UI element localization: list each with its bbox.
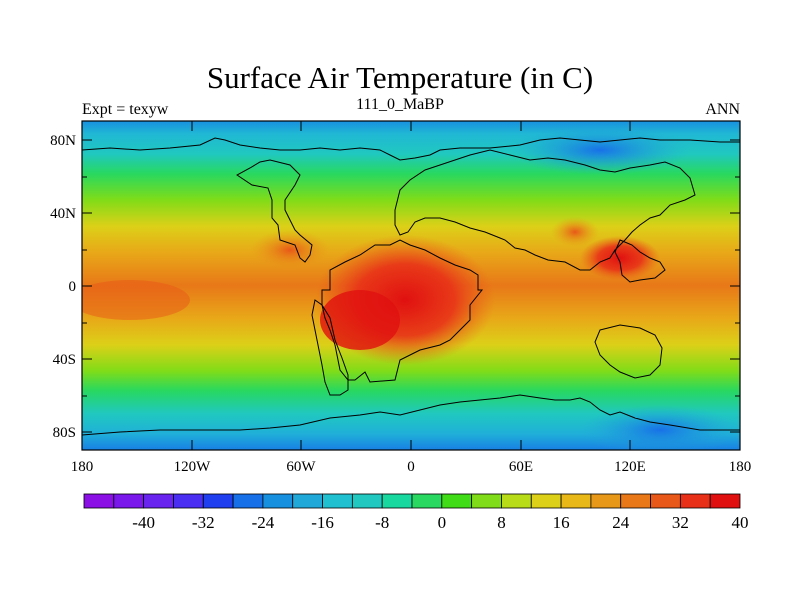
coastline-south-america [311,299,349,396]
period-label: 111_0_MaBP [356,96,444,113]
temperature-field [82,121,740,450]
lon-tick-label: 0 [407,459,415,475]
colorbar-box [262,493,294,509]
map-title: Surface Air Temperature (in C) [206,60,594,95]
lon-tick-label: 120W [174,459,212,475]
colorbar-label: 40 [732,513,749,532]
colorbar-box [471,493,502,509]
colorbar-label: 0 [438,513,447,532]
colorbar-label: 16 [553,513,570,532]
colorbar-label: -8 [375,513,389,532]
colorbar-label: -32 [192,513,215,532]
lon-tick-label: 60E [509,459,533,475]
season-label: ANN [705,101,740,118]
colorbar-label: 8 [497,513,506,532]
coastline-americas-west [236,159,313,263]
colorbar-label: 24 [612,513,630,532]
lat-tick-label: 40S [53,352,76,368]
experiment-label: Expt = texyw [82,101,169,118]
lat-tick-label: 40N [50,206,76,222]
lat-tick-label: 80N [50,133,76,149]
lon-tick-label: 180 [71,459,94,475]
colorbar-box [590,493,622,509]
colorbar-box [202,493,234,509]
colorbar-box [322,493,353,509]
colorbar-box [232,493,264,509]
lon-tick-marks [81,121,741,450]
coastlines [82,137,740,450]
colorbar-box [292,493,323,509]
lat-tick-label: 80S [53,425,76,441]
colorbar-label: -16 [311,513,334,532]
lon-tick-label: 120E [614,459,646,475]
coastline-eurasia [394,149,696,271]
colorbar-box [650,493,681,509]
colorbar-box [143,493,174,509]
lat-tick-marks [82,139,740,433]
colorbar-box [530,493,562,509]
coastline-antarctica [82,394,740,450]
colorbar-box [620,493,651,509]
colorbar-labels: -40 -32 -24 -16 -8 0 8 16 24 32 40 [132,513,748,532]
colorbar-box [173,493,204,509]
colorbar-label: -40 [132,513,155,532]
colorbar-box [709,493,741,509]
coastline-arctic [82,137,740,161]
colorbar-box [113,493,145,509]
colorbar-box [351,493,383,509]
colorbar-box [560,493,592,509]
coastline-africa-europe [321,239,484,383]
coastline-australia [594,324,663,379]
colorbar-label: 32 [672,513,689,532]
colorbar-box [679,493,711,509]
colorbar-box [83,493,115,509]
lat-tick-label: 0 [69,279,77,295]
colorbar-box [411,493,443,509]
colorbar-label: -24 [252,513,275,532]
lon-tick-label: 180 [729,459,752,475]
coastline-east-asia [614,239,666,283]
colorbar-box [501,493,532,509]
colorbar-box [381,493,413,509]
colorbar-box [441,493,473,509]
lon-tick-label: 60W [286,459,316,475]
colorbar [83,493,741,509]
